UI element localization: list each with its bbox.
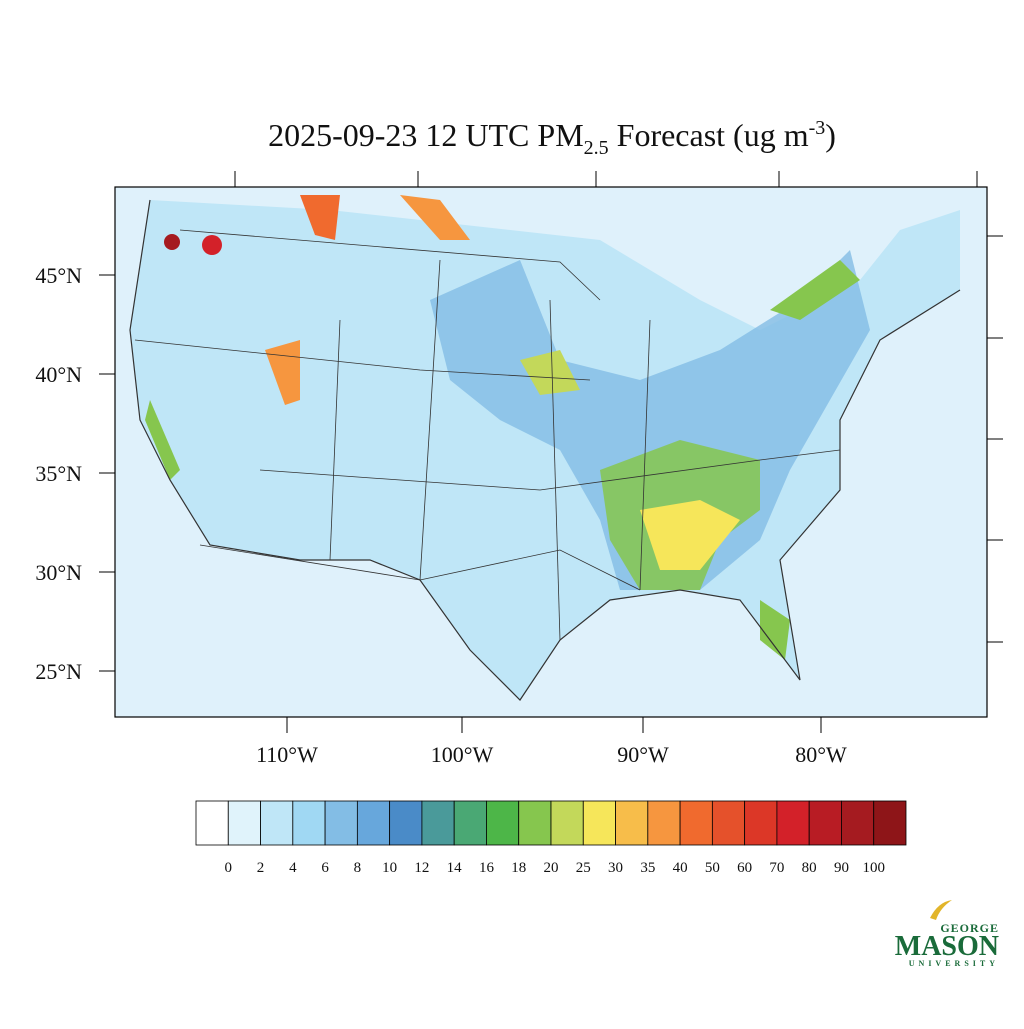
colorbar-label: 50: [705, 860, 720, 876]
colorbar-label: 80: [802, 860, 817, 876]
colorbar-box: [260, 800, 294, 846]
coastline: [129, 199, 961, 701]
colorbar-label: 2: [257, 860, 265, 876]
colorbar-box: [873, 800, 907, 846]
colorbar-label: 70: [769, 860, 784, 876]
colorbar-box: [776, 800, 810, 846]
field-yellow: [640, 500, 740, 570]
map-frame: [114, 186, 988, 718]
field-hotspot-mt: [300, 195, 340, 240]
colorbar-box: [615, 800, 649, 846]
lat-label: 30°N: [35, 560, 82, 585]
field-ks: [520, 350, 580, 395]
title-superscript: -3: [809, 117, 826, 139]
colorbar-label: 60: [737, 860, 752, 876]
colorbar-box: [647, 800, 681, 846]
colorbar-box: [356, 800, 391, 846]
lon-label: 80°W: [795, 742, 847, 767]
colorbar-box: [808, 800, 842, 846]
logo-bottom: UNIVERSITY: [909, 959, 999, 968]
colorbar-box: [227, 800, 261, 846]
colorbar-box: [421, 800, 455, 846]
colorbar-label: 6: [321, 860, 329, 876]
colorbar-label: 20: [544, 860, 559, 876]
lat-label: 25°N: [35, 659, 82, 684]
colorbar-box: [679, 800, 713, 846]
border-line: [259, 449, 841, 491]
field-ca: [145, 400, 180, 480]
colorbar-label: 8: [354, 860, 362, 876]
colorbar-label: 12: [414, 860, 429, 876]
map-field: [99, 171, 1003, 733]
lat-label: 35°N: [35, 461, 82, 486]
logo-flame: [930, 900, 952, 920]
logo-name: MASON: [895, 931, 999, 962]
title-main: 2025-09-23 12 UTC PM: [268, 117, 584, 153]
colorbar-box: [486, 800, 520, 846]
lon-label: 90°W: [617, 742, 669, 767]
border-north: [179, 229, 601, 301]
colorbar-box: [195, 800, 229, 846]
colorbar-box: [292, 800, 326, 846]
field-fl: [760, 600, 790, 660]
colorbar-label: 30: [608, 860, 623, 876]
colorbar-box: [324, 800, 358, 846]
lat-labels: 45°N 40°N 35°N 30°N 25°N: [35, 263, 82, 684]
border-line: [199, 544, 641, 591]
land-area: [130, 200, 960, 700]
logo: GEORGE MASON UNIVERSITY: [895, 900, 999, 968]
lon-labels: 110°W 100°W 90°W 80°W: [256, 742, 847, 767]
lat-label: 40°N: [35, 362, 82, 387]
colorbar-label: 0: [225, 860, 233, 876]
lon-label: 100°W: [431, 742, 494, 767]
border-line: [639, 319, 651, 591]
title-middle: Forecast (ug m: [609, 117, 809, 153]
field-hotspot-wa: [164, 234, 180, 250]
colorbar-label: 14: [447, 860, 463, 876]
lat-label: 45°N: [35, 263, 82, 288]
frame-ticks: [99, 171, 1003, 733]
border-line: [549, 299, 561, 641]
colorbar-label: 90: [834, 860, 849, 876]
colorbar-label: 40: [673, 860, 688, 876]
colorbar-label: 16: [479, 860, 495, 876]
field-hotspot-wa2: [202, 235, 222, 255]
lon-label: 110°W: [256, 742, 318, 767]
colorbar-label: 4: [289, 860, 297, 876]
colorbar-label: 10: [382, 860, 397, 876]
colorbar-box: [453, 800, 487, 846]
colorbar-box: [389, 800, 423, 846]
colorbar-box: [744, 800, 778, 846]
colorbar-box: [550, 800, 584, 846]
colorbar-box: [518, 800, 552, 846]
colorbar-label: 25: [576, 860, 591, 876]
title-subscript: 2.5: [584, 137, 609, 159]
colorbar: 0 2 4 6 8 10 12 14 16 18 20 25 30 35 40 50 60 70 80 90 100: [195, 800, 907, 876]
colorbar-box: [711, 800, 746, 846]
title-end: ): [825, 117, 836, 153]
field-hotspot-nd: [400, 195, 470, 240]
border-line: [134, 339, 591, 381]
field-green-ne: [770, 260, 860, 320]
title: 2025-09-23 12 UTC PM2.5 Forecast (ug m-3…: [268, 117, 836, 159]
colorbar-label: 18: [511, 860, 526, 876]
border-line: [419, 259, 441, 581]
state-borders: [129, 199, 961, 701]
colorbar-label: 35: [640, 860, 655, 876]
colorbar-label: 100: [862, 860, 885, 876]
colorbar-box: [841, 800, 875, 846]
colorbar-box: [582, 800, 616, 846]
border-line: [329, 319, 341, 561]
logo-top: GEORGE: [940, 921, 999, 935]
